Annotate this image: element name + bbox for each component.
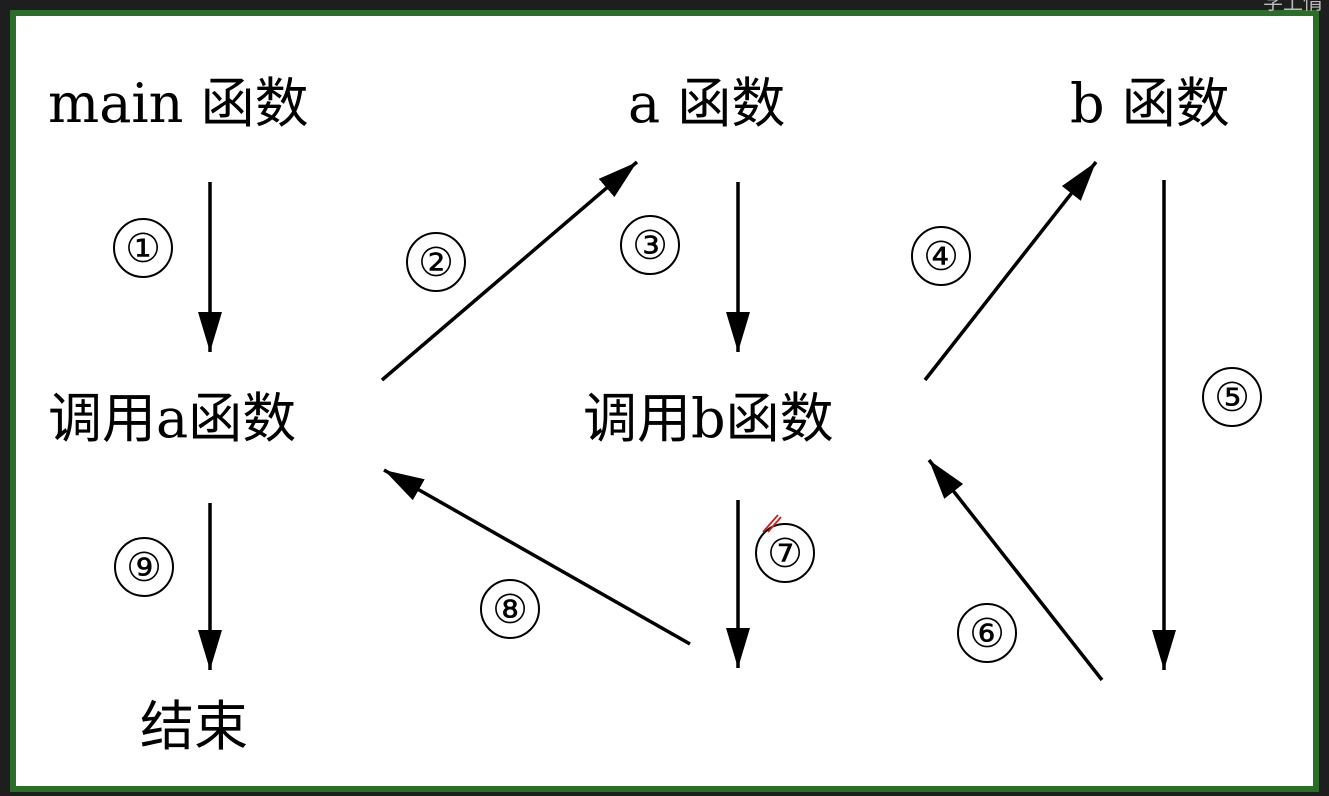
- arrow-step-2: [380, 160, 639, 382]
- step-5-number: ⑤: [1214, 375, 1250, 421]
- node-end: 结束: [140, 695, 248, 758]
- node-b-function: b 函数: [1070, 72, 1230, 135]
- step-6-number: ⑥: [969, 611, 1005, 657]
- arrow-step-6: [927, 458, 1104, 682]
- step-9-label: ⑨: [114, 537, 174, 597]
- step-4-label: ④: [911, 226, 971, 286]
- step-5-label: ⑤: [1202, 367, 1262, 427]
- node-call-b: 调用b函数: [583, 387, 834, 450]
- step-3-number: ③: [632, 223, 668, 269]
- pen-cursor-icon: [762, 514, 782, 533]
- step-1-number: ①: [125, 226, 161, 272]
- node-a-function: a 函数: [628, 72, 785, 135]
- node-main-function: main 函数: [48, 72, 309, 135]
- step-2-number: ②: [418, 240, 454, 286]
- step-7-number: ⑦: [767, 531, 803, 577]
- arrow-step-8: [383, 468, 691, 646]
- node-call-a: 调用a函数: [48, 387, 296, 450]
- step-1-label: ①: [113, 218, 173, 278]
- corner-text: 学上情: [1263, 0, 1323, 14]
- step-8-label: ⑧: [480, 579, 540, 639]
- diagram-frame: [10, 10, 1319, 792]
- arrow-step-4: [923, 160, 1098, 382]
- step-6-label: ⑥: [957, 603, 1017, 663]
- step-3-label: ③: [620, 215, 680, 275]
- step-8-number: ⑧: [492, 587, 528, 633]
- step-9-number: ⑨: [126, 545, 162, 591]
- step-2-label: ②: [406, 232, 466, 292]
- step-7-label: ⑦: [755, 523, 815, 583]
- step-4-number: ④: [923, 234, 959, 280]
